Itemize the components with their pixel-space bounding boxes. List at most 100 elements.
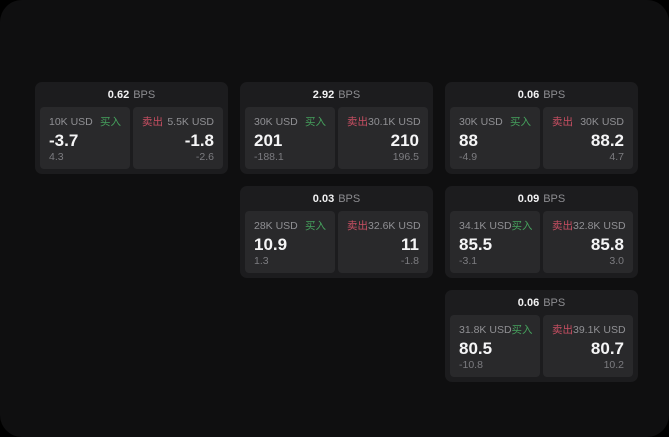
spread-unit: BPS: [543, 192, 566, 205]
spread-value: 0.09: [517, 192, 540, 205]
spread-header: 0.06 BPS: [445, 82, 638, 107]
buy-panel[interactable]: 30K USD 买入 201 -188.1: [245, 107, 335, 169]
sell-panel-top: 卖出 39.1K USD: [552, 322, 626, 337]
sell-price: 80.7: [590, 339, 624, 358]
sell-panel-top: 卖出 32.6K USD: [347, 218, 421, 233]
spread-value: 0.06: [517, 88, 540, 101]
buy-panel-top: 30K USD 买入: [459, 114, 531, 129]
spread-header: 0.09 BPS: [445, 186, 638, 211]
buy-delta: -188.1: [254, 151, 284, 163]
sell-side-label: 卖出: [347, 116, 368, 128]
sell-size: 32.8K USD: [573, 219, 626, 232]
quote-panels: 10K USD 买入 -3.7 4.3 卖出 5.5K USD -1.8 -2.…: [40, 107, 223, 169]
quote-card-6[interactable]: 0.06 BPS 31.8K USD 买入 80.5 -10.8 卖出 39.1…: [445, 290, 638, 382]
spread-unit: BPS: [338, 192, 361, 205]
sell-panel-top: 卖出 30K USD: [552, 114, 624, 129]
buy-delta: 1.3: [254, 255, 269, 267]
buy-price: 201: [254, 131, 283, 150]
buy-price: 80.5: [459, 339, 493, 358]
buy-size: 28K USD: [254, 219, 298, 232]
buy-panel[interactable]: 31.8K USD 买入 80.5 -10.8: [450, 315, 540, 377]
sell-delta: 196.5: [392, 151, 419, 163]
buy-side-label: 买入: [100, 116, 121, 128]
buy-size: 31.8K USD: [459, 323, 512, 336]
spread-header: 2.92 BPS: [240, 82, 433, 107]
sell-delta: 4.7: [609, 151, 624, 163]
sell-size: 32.6K USD: [368, 219, 421, 232]
spread-value: 0.06: [517, 296, 540, 309]
sell-price: 210: [390, 131, 419, 150]
quote-panels: 31.8K USD 买入 80.5 -10.8 卖出 39.1K USD 80.…: [450, 315, 633, 377]
spread-unit: BPS: [338, 88, 361, 101]
sell-panel-top: 卖出 30.1K USD: [347, 114, 421, 129]
sell-panel-top: 卖出 32.8K USD: [552, 218, 626, 233]
sell-side-label: 卖出: [552, 220, 573, 232]
spread-value: 0.03: [312, 192, 335, 205]
buy-side-label: 买入: [511, 220, 533, 232]
spread-unit: BPS: [543, 296, 566, 309]
sell-panel[interactable]: 卖出 32.6K USD 11 -1.8: [338, 211, 428, 273]
sell-panel[interactable]: 卖出 32.8K USD 85.8 3.0: [543, 211, 633, 273]
sell-side-label: 卖出: [552, 116, 573, 128]
sell-panel-top: 卖出 5.5K USD: [142, 114, 214, 129]
quotes-grid: 0.62 BPS 10K USD 买入 -3.7 4.3 卖出 5.5K USD: [35, 82, 638, 382]
buy-size: 10K USD: [49, 115, 93, 128]
buy-price: 85.5: [459, 235, 493, 254]
sell-panel[interactable]: 卖出 5.5K USD -1.8 -2.6: [133, 107, 223, 169]
spread-header: 0.03 BPS: [240, 186, 433, 211]
sell-price: 88.2: [590, 131, 624, 150]
buy-size: 30K USD: [459, 115, 503, 128]
spread-unit: BPS: [543, 88, 566, 101]
buy-panel-top: 30K USD 买入: [254, 114, 326, 129]
spread-header: 0.06 BPS: [445, 290, 638, 315]
buy-panel[interactable]: 28K USD 买入 10.9 1.3: [245, 211, 335, 273]
spread-unit: BPS: [133, 88, 156, 101]
buy-side-label: 买入: [510, 116, 531, 128]
sell-delta: 3.0: [609, 255, 624, 267]
buy-side-label: 买入: [511, 324, 533, 336]
sell-price: -1.8: [184, 131, 214, 150]
quote-panels: 30K USD 买入 88 -4.9 卖出 30K USD 88.2 4.7: [450, 107, 633, 169]
buy-panel[interactable]: 34.1K USD 买入 85.5 -3.1: [450, 211, 540, 273]
sell-side-label: 卖出: [347, 220, 368, 232]
sell-delta: 10.2: [603, 359, 624, 371]
buy-side-label: 买入: [305, 220, 326, 232]
quote-panels: 34.1K USD 买入 85.5 -3.1 卖出 32.8K USD 85.8…: [450, 211, 633, 273]
sell-panel[interactable]: 卖出 30K USD 88.2 4.7: [543, 107, 633, 169]
spread-value: 2.92: [312, 88, 335, 101]
quote-card-3[interactable]: 0.06 BPS 30K USD 买入 88 -4.9 卖出 30K USD: [445, 82, 638, 174]
quote-card-4[interactable]: 0.03 BPS 28K USD 买入 10.9 1.3 卖出 32.6K US…: [240, 186, 433, 278]
buy-delta: -3.1: [459, 255, 478, 267]
buy-delta: -4.9: [459, 151, 478, 163]
quote-card-1[interactable]: 0.62 BPS 10K USD 买入 -3.7 4.3 卖出 5.5K USD: [35, 82, 228, 174]
buy-price: -3.7: [49, 131, 79, 150]
sell-size: 39.1K USD: [573, 323, 626, 336]
sell-price: 85.8: [590, 235, 624, 254]
buy-panel-top: 10K USD 买入: [49, 114, 121, 129]
buy-delta: -10.8: [459, 359, 483, 371]
sell-size: 30K USD: [580, 115, 624, 128]
sell-size: 30.1K USD: [368, 115, 421, 128]
spread-header: 0.62 BPS: [35, 82, 228, 107]
buy-panel[interactable]: 30K USD 买入 88 -4.9: [450, 107, 540, 169]
sell-panel[interactable]: 卖出 39.1K USD 80.7 10.2: [543, 315, 633, 377]
quote-card-5[interactable]: 0.09 BPS 34.1K USD 买入 85.5 -3.1 卖出 32.8K…: [445, 186, 638, 278]
buy-panel-top: 28K USD 买入: [254, 218, 326, 233]
buy-size: 34.1K USD: [459, 219, 512, 232]
buy-panel-top: 34.1K USD 买入: [459, 218, 533, 233]
buy-delta: 4.3: [49, 151, 64, 163]
sell-panel[interactable]: 卖出 30.1K USD 210 196.5: [338, 107, 428, 169]
sell-size: 5.5K USD: [167, 115, 214, 128]
sell-delta: -1.8: [400, 255, 419, 267]
sell-side-label: 卖出: [142, 116, 163, 128]
buy-size: 30K USD: [254, 115, 298, 128]
sell-delta: -2.6: [195, 151, 214, 163]
buy-side-label: 买入: [305, 116, 326, 128]
buy-price: 10.9: [254, 235, 288, 254]
buy-panel[interactable]: 10K USD 买入 -3.7 4.3: [40, 107, 130, 169]
buy-panel-top: 31.8K USD 买入: [459, 322, 533, 337]
spread-value: 0.62: [107, 88, 130, 101]
quote-panels: 30K USD 买入 201 -188.1 卖出 30.1K USD 210 1…: [245, 107, 428, 169]
quote-card-2[interactable]: 2.92 BPS 30K USD 买入 201 -188.1 卖出 30.1K …: [240, 82, 433, 174]
